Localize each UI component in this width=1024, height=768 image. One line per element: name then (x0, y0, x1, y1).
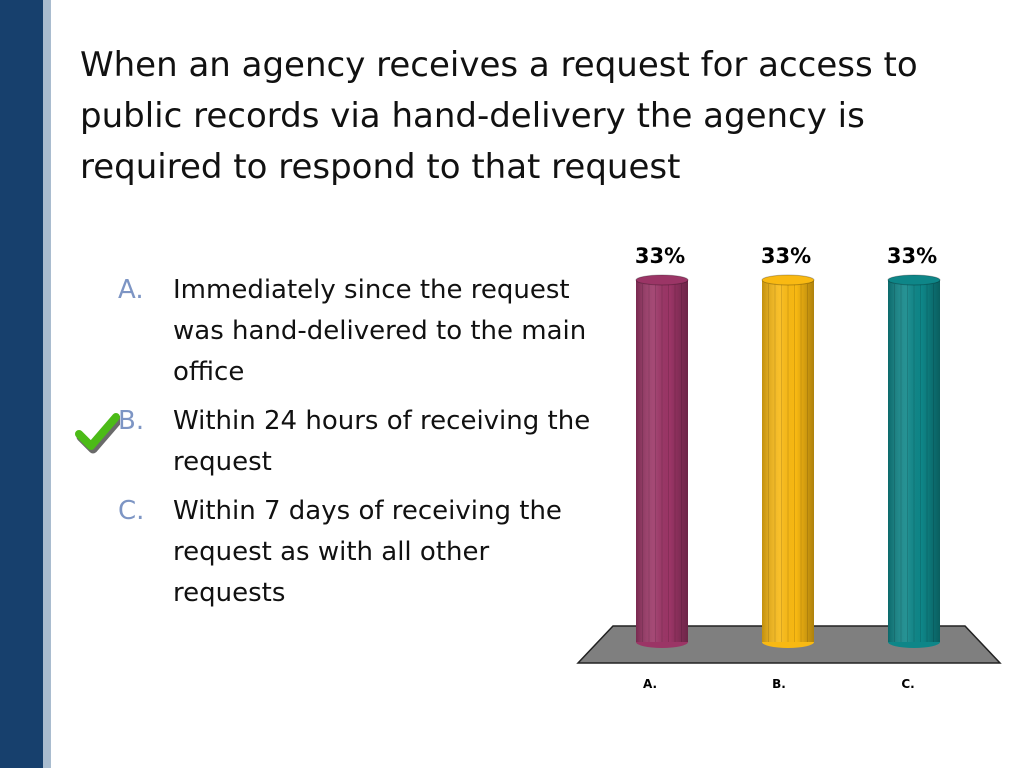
bar-chart: 33% A. 33% B. 33% C. (576, 244, 1002, 691)
bar-b (761, 274, 815, 648)
answer-text: Immediately since the request was hand-d… (173, 275, 587, 387)
bar-top (635, 274, 689, 286)
bar-c (887, 274, 941, 648)
answer-text: Within 24 hours of receiving the request (173, 406, 591, 477)
bar-top (761, 274, 815, 286)
answer-item-c: C. Within 7 days of receiving the reques… (118, 491, 608, 614)
answer-text: Within 7 days of receiving the request a… (173, 496, 562, 608)
answer-item-b: B. Within 24 hours of receiving the requ… (118, 401, 608, 483)
answer-letter: A. (118, 275, 144, 305)
check-icon (75, 413, 120, 454)
answer-list: A. Immediately since the request was han… (118, 270, 608, 622)
value-label: 33% (635, 244, 685, 268)
answer-letter: B. (118, 406, 145, 436)
left-sidebar-accent (43, 0, 51, 768)
bar-a (635, 274, 689, 648)
value-label: 33% (887, 244, 937, 268)
bar-shading (888, 280, 940, 642)
answer-letter: C. (118, 496, 145, 526)
value-label: 33% (761, 244, 811, 268)
slide-title: When an agency receives a request for ac… (80, 45, 918, 187)
left-sidebar-bar (0, 0, 43, 768)
bar-top (887, 274, 941, 286)
category-label: A. (643, 677, 657, 691)
answer-item-a: A. Immediately since the request was han… (118, 270, 608, 393)
category-label: C. (901, 677, 914, 691)
bars-group: 33% A. 33% B. 33% C. (635, 244, 941, 691)
bar-shading (636, 280, 688, 642)
bar-shading (762, 280, 814, 642)
category-label: B. (772, 677, 786, 691)
